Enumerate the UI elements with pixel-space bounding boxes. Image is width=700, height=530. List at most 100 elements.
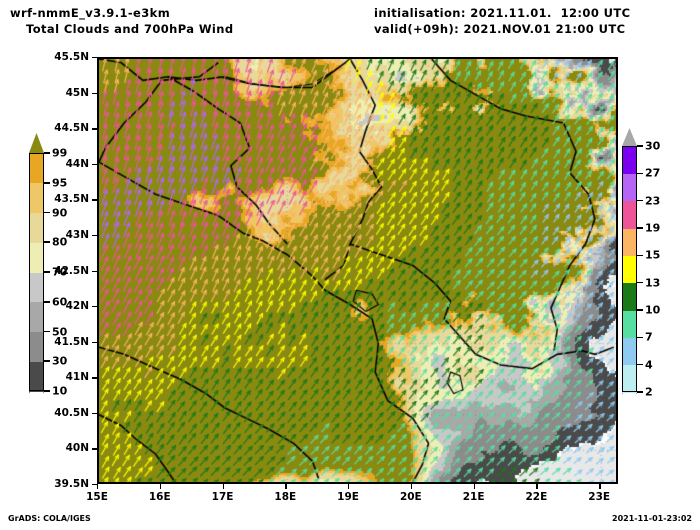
colorbar-tick [44, 330, 50, 333]
colorbar-label: 60 [52, 295, 68, 309]
y-axis-label: 41.5N [54, 335, 89, 348]
colorbar-segment [29, 361, 44, 392]
y-axis-label: 44.5N [54, 122, 89, 135]
y-axis-tick [92, 270, 97, 272]
x-axis-tick [97, 484, 99, 489]
colorbar-segment [29, 272, 44, 303]
x-axis-tick [599, 484, 601, 489]
y-axis-tick [92, 412, 97, 415]
x-axis-label: 22E [525, 491, 548, 503]
valid-time: valid(+09h): 2021.NOV.01 21:00 UTC [374, 22, 626, 36]
x-axis-label: 17E [211, 491, 234, 503]
colorbar-label: 30 [52, 354, 68, 368]
colorbar-label: 95 [52, 176, 68, 190]
colorbar-label: 4 [645, 358, 653, 372]
y-axis-tick [92, 306, 97, 308]
colorbar-tick [637, 199, 643, 202]
x-axis-tick [410, 484, 413, 489]
x-axis-label: 21E [462, 491, 485, 503]
y-axis-tick [92, 448, 97, 450]
colorbar-label: 19 [645, 221, 661, 235]
colorbar-segment [29, 301, 44, 333]
y-axis-tick [92, 199, 97, 201]
colorbar-label: 10 [645, 303, 661, 317]
x-axis-tick [222, 484, 224, 489]
colorbar-tick [637, 254, 643, 257]
colorbar-tick [44, 152, 50, 154]
render-timestamp: 2021-11-01-23:02 [612, 514, 692, 523]
colorbar-segment [29, 182, 44, 214]
y-axis-tick [92, 163, 97, 166]
colorbar-segment [622, 255, 637, 284]
x-axis-tick [348, 484, 350, 489]
colorbar-segment [29, 242, 44, 273]
colorbar-label: 15 [645, 248, 661, 262]
colorbar-label: 90 [52, 206, 68, 219]
wind-speed-colorbar: 2 4 7 10 13 15 19 23 27 30 [622, 128, 660, 410]
colorbar-segment [29, 212, 44, 243]
y-axis-tick [92, 484, 97, 486]
y-axis-label: 43.5N [54, 193, 89, 206]
x-axis-tick [159, 484, 162, 489]
colorbar-tick [637, 309, 643, 311]
y-axis-label: 45.5N [54, 51, 89, 63]
colorbar-tick [44, 300, 50, 303]
colorbar-tick [637, 391, 643, 393]
y-axis-tick [92, 128, 97, 130]
x-axis-label: 20E [399, 491, 422, 503]
x-axis-label: 16E [148, 491, 171, 503]
colorbar-tick [637, 172, 643, 175]
colorbar-tick [44, 390, 50, 392]
x-axis-label: 15E [86, 491, 108, 503]
x-axis-tick [473, 484, 476, 489]
y-axis-tick [92, 57, 97, 59]
y-axis-label: 41N [65, 371, 89, 384]
colorbar-tick [637, 363, 643, 366]
y-axis-label: 44N [65, 157, 89, 170]
colorbar-label: 50 [52, 325, 68, 338]
colorbar-segment [622, 228, 637, 256]
y-axis-label: 42N [65, 300, 89, 313]
colorbar-low-cap [29, 391, 44, 411]
colorbar-label: 7 [645, 330, 653, 344]
x-axis-label: 18E [274, 491, 297, 503]
y-axis-label: 39.5N [54, 478, 89, 490]
colorbar-label: 80 [52, 235, 68, 249]
y-axis-label: 45N [65, 86, 89, 99]
colorbar-frame [622, 146, 637, 392]
x-axis-tick [285, 484, 287, 489]
y-axis-tick [92, 92, 97, 94]
initialisation-time: initialisation: 2021.11.01. 12:00 UTC [374, 6, 631, 20]
colorbar-label: 13 [645, 276, 661, 290]
colorbar-segment [622, 173, 637, 202]
x-axis-tick [536, 484, 538, 489]
colorbar-tick [637, 336, 643, 339]
colorbar-label: 2 [645, 385, 653, 399]
y-axis-label: 40N [65, 442, 89, 455]
colorbar-label: 30 [645, 139, 661, 153]
y-axis-label: 42.5N [54, 264, 89, 277]
colorbar-tick [44, 181, 50, 184]
colorbar-tick [637, 227, 643, 229]
field-title: Total Clouds and 700hPa Wind [26, 22, 234, 36]
colorbar-segment [622, 200, 637, 229]
colorbar-segment [622, 310, 637, 338]
colorbar-segment [622, 282, 637, 311]
y-axis-label: 40.5N [54, 406, 89, 419]
colorbar-label: 99 [52, 146, 68, 160]
model-title: wrf-nmmE_v3.9.1-e3km [10, 6, 171, 20]
y-axis-tick [92, 341, 97, 344]
cloud-and-wind-canvas [99, 59, 616, 482]
colorbar-tick [637, 281, 643, 284]
y-axis-label: 43N [65, 228, 89, 241]
colorbar-tick [637, 145, 643, 147]
cloud-cover-colorbar: 10 30 50 60 70 80 90 95 99 [29, 133, 67, 411]
y-axis-tick [92, 234, 97, 237]
colorbar-high-cap [29, 133, 44, 153]
colorbar-low-cap [622, 392, 637, 410]
colorbar-segment [622, 146, 637, 174]
colorbar-label: 10 [52, 384, 68, 398]
colorbar-label: 23 [645, 194, 661, 208]
y-axis-tick [92, 377, 97, 379]
colorbar-tick [44, 360, 50, 363]
